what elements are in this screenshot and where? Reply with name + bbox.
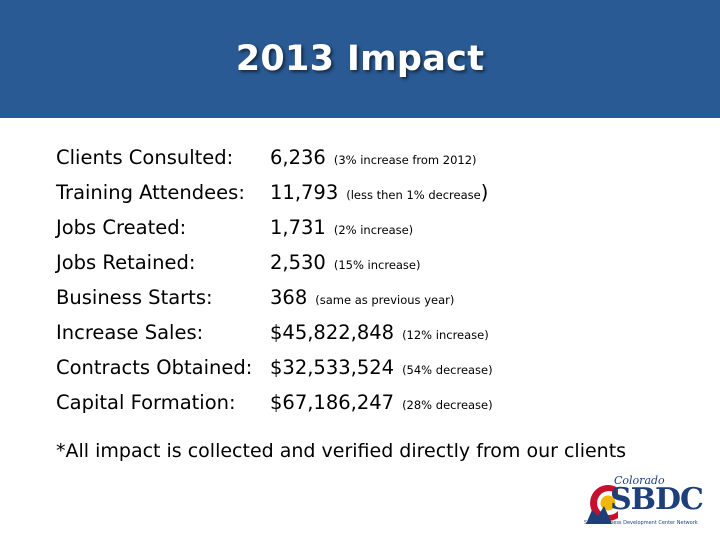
stat-row-jobs-retained: Jobs Retained: 2,530 (15% increase) <box>56 251 696 286</box>
stat-note: (54% decrease) <box>402 363 493 377</box>
stat-label: Capital Formation: <box>56 391 236 414</box>
sbdc-logo: Colorado SBDC Small Business Development… <box>582 474 708 532</box>
slide-title: 2013 Impact <box>235 39 485 79</box>
impact-stats: Clients Consulted: 6,236 (3% increase fr… <box>56 146 696 426</box>
stat-row-contracts-obtained: Contracts Obtained: $32,533,524 (54% dec… <box>56 356 696 391</box>
stat-note: (28% decrease) <box>402 398 493 412</box>
stat-value: 6,236 <box>270 146 326 169</box>
stat-note: (3% increase from 2012) <box>333 153 477 167</box>
colorado-flag-emblem-icon <box>586 485 618 524</box>
stat-label: Training Attendees: <box>56 181 245 204</box>
logo-wordmark: SBDC <box>610 482 704 517</box>
stat-row-jobs-created: Jobs Created: 1,731 (2% increase) <box>56 216 696 251</box>
stat-label: Jobs Retained: <box>56 251 196 274</box>
stat-value: 368 <box>270 286 308 309</box>
footnote: *All impact is collected and verified di… <box>56 440 627 462</box>
stat-note: (2% increase) <box>333 223 414 237</box>
stat-value: $45,822,848 <box>270 321 395 344</box>
stat-value: 11,793 <box>270 181 339 204</box>
stat-row-business-starts: Business Starts: 368 (same as previous y… <box>56 286 696 321</box>
stat-note-text: (less then 1% decrease <box>346 188 481 202</box>
stat-value: $32,533,524 <box>270 356 395 379</box>
stat-label: Jobs Created: <box>56 216 187 239</box>
stat-label: Contracts Obtained: <box>56 356 253 379</box>
stat-label: Business Starts: <box>56 286 213 309</box>
stat-note-close-paren: ) <box>480 181 489 204</box>
stat-row-increase-sales: Increase Sales: $45,822,848 (12% increas… <box>56 321 696 356</box>
stat-row-capital-formation: Capital Formation: $67,186,247 (28% decr… <box>56 391 696 426</box>
stat-note: (12% increase) <box>402 328 489 342</box>
stat-value: 2,530 <box>270 251 326 274</box>
logo-tagline: Small Business Development Center Networ… <box>584 520 698 526</box>
stat-note: (15% increase) <box>333 258 421 272</box>
logo-script-text: Colorado <box>614 474 665 487</box>
stat-value: $67,186,247 <box>270 391 395 414</box>
stat-label: Clients Consulted: <box>56 146 234 169</box>
stat-note: (same as previous year) <box>315 293 455 307</box>
stat-value: 1,731 <box>270 216 326 239</box>
stat-row-training-attendees: Training Attendees: 11,793 (less then 1%… <box>56 181 696 216</box>
stat-label: Increase Sales: <box>56 321 204 344</box>
title-bar: 2013 Impact <box>0 0 720 118</box>
stat-note: (less then 1% decrease) <box>346 181 488 204</box>
stat-row-clients-consulted: Clients Consulted: 6,236 (3% increase fr… <box>56 146 696 181</box>
